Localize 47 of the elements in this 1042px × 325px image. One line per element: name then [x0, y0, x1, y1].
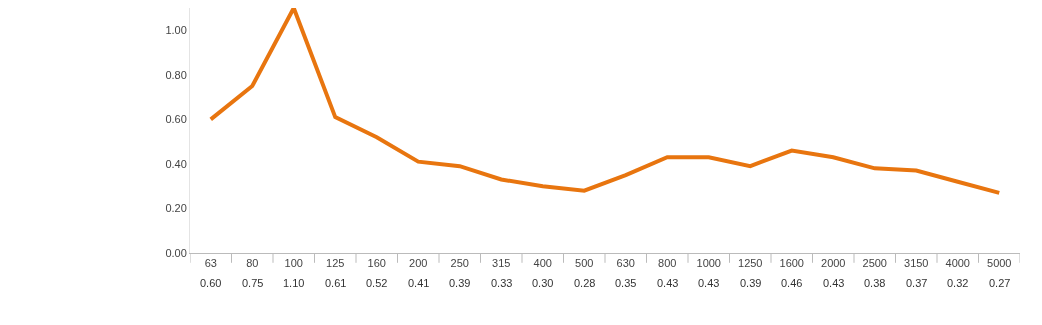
- x-tick-label: 315: [492, 257, 511, 270]
- text: 0.28: [574, 277, 596, 289]
- y-tick-label: 0.20: [165, 202, 187, 215]
- x-tick-label: 630: [616, 257, 635, 270]
- x-tick-label: 4000: [945, 257, 970, 270]
- y-tick-label: 0.40: [165, 157, 187, 170]
- text: 0.37: [906, 277, 928, 289]
- x-tick-label: 500: [575, 257, 594, 270]
- text: 0.46: [781, 277, 803, 289]
- text: 0.43: [823, 277, 845, 289]
- text: 0.39: [740, 277, 762, 289]
- text: 0.33: [491, 277, 513, 289]
- text: 0.61: [325, 277, 347, 289]
- text: 0.39: [449, 277, 471, 289]
- text: 0.60: [200, 277, 222, 289]
- text: 0.38: [864, 277, 886, 289]
- text: 0.32: [947, 277, 969, 289]
- text: 0.41: [408, 277, 430, 289]
- y-tick-label: 0.00: [165, 246, 187, 259]
- line-series: [208, 8, 1002, 195]
- text: 0.43: [657, 277, 679, 289]
- x-tick-label: 1250: [738, 257, 763, 270]
- x-tick-label: 200: [409, 257, 428, 270]
- text: 0.43: [698, 277, 720, 289]
- x-tick-label: 1000: [696, 257, 721, 270]
- x-tick-label: 2500: [862, 257, 887, 270]
- text: 0.52: [366, 277, 388, 289]
- x-tick-label: 400: [533, 257, 552, 270]
- x-tick-label: 63: [204, 257, 217, 270]
- y-tick-label: 0.60: [165, 113, 187, 126]
- x-tick-label: 125: [326, 257, 345, 270]
- x-tick-label: 160: [367, 257, 386, 270]
- text: 0.30: [532, 277, 554, 289]
- x-tick-label: 100: [284, 257, 303, 270]
- x-tick-label: 5000: [987, 257, 1012, 270]
- y-tick-label: 1.00: [165, 24, 187, 37]
- x-tick-label: 80: [246, 257, 259, 270]
- text: 1.10: [283, 277, 305, 289]
- x-tick-label: 1600: [779, 257, 804, 270]
- text: 0.75: [242, 277, 264, 289]
- text: 0.27: [989, 277, 1011, 289]
- text: 0.35: [615, 277, 637, 289]
- y-tick-label: 0.80: [165, 68, 187, 81]
- x-tick-label: 250: [450, 257, 469, 270]
- x-tick-label: 3150: [904, 257, 929, 270]
- x-tick-label: 2000: [821, 257, 846, 270]
- x-tick-label: 800: [658, 257, 677, 270]
